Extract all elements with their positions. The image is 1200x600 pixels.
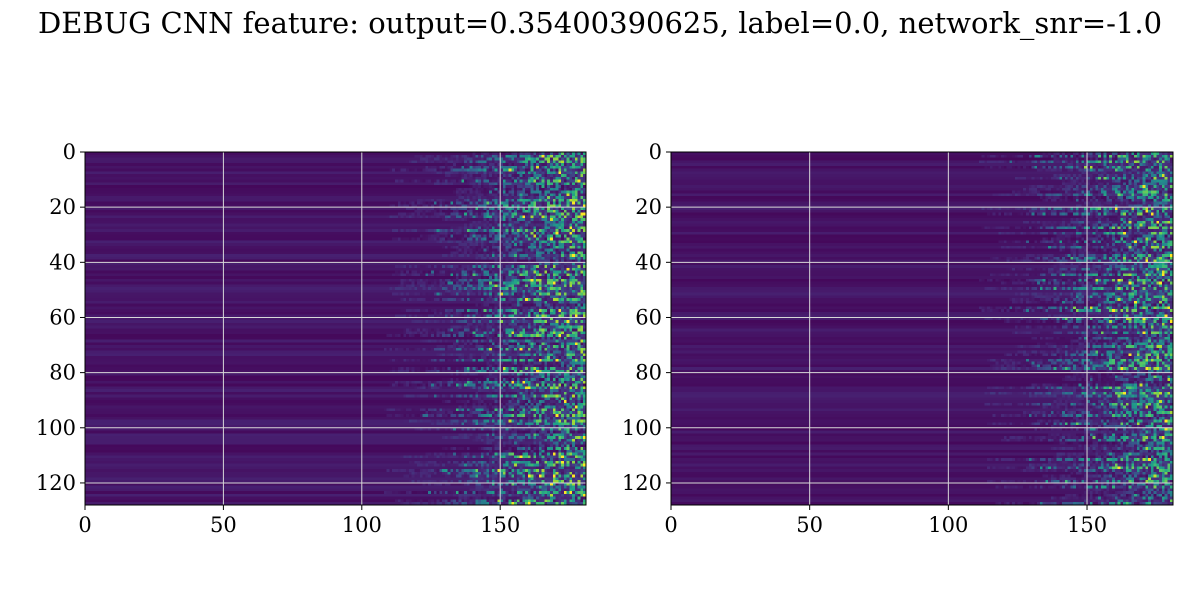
- y-tick-label: 100: [622, 416, 662, 440]
- y-tick-label: 120: [622, 471, 662, 495]
- heatmap-image: [85, 152, 586, 505]
- y-tick-label: 0: [649, 140, 662, 164]
- x-tick-label: 0: [78, 513, 91, 537]
- y-tick-label: 20: [49, 195, 76, 219]
- axes-frame: [84, 151, 587, 506]
- y-tick-label: 100: [36, 416, 76, 440]
- x-tick-label: 50: [796, 513, 823, 537]
- y-tick-label: 60: [635, 305, 662, 329]
- x-tick-label: 0: [664, 513, 677, 537]
- y-tick-label: 80: [49, 361, 76, 385]
- y-tick-label: 120: [36, 471, 76, 495]
- x-tick-label: 150: [480, 513, 520, 537]
- heatmap-panel-left: 0 50 100 150 0 20 40 60 80 100 120: [36, 140, 587, 537]
- axes-frame: [670, 151, 1174, 506]
- y-tick-label: 40: [635, 250, 662, 274]
- y-tick-label: 40: [49, 250, 76, 274]
- y-tick-label: 0: [63, 140, 76, 164]
- y-tick-label: 20: [635, 195, 662, 219]
- x-tick-label: 150: [1067, 513, 1107, 537]
- y-tick-label: 60: [49, 305, 76, 329]
- y-tick-label: 80: [635, 361, 662, 385]
- x-tick-label: 50: [210, 513, 237, 537]
- x-tick-label: 100: [342, 513, 382, 537]
- x-tick-label: 100: [928, 513, 968, 537]
- figure-title: DEBUG CNN feature: output=0.35400390625,…: [37, 6, 1163, 40]
- heatmap-panel-right: 0 50 100 150 0 20 40 60 80 100 120: [622, 140, 1174, 537]
- heatmap-image: [671, 152, 1173, 505]
